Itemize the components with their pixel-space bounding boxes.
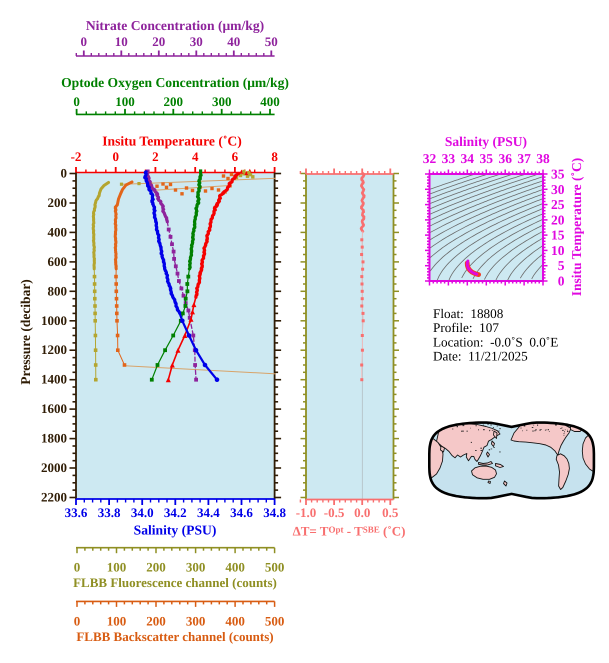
svg-text:34.8: 34.8 <box>263 505 286 520</box>
svg-text:400: 400 <box>48 224 68 239</box>
svg-text:0.0: 0.0 <box>354 505 370 520</box>
svg-text:10: 10 <box>115 34 128 49</box>
svg-text:-1.0: -1.0 <box>296 505 317 520</box>
svg-text:100: 100 <box>107 613 127 628</box>
svg-text:33.6: 33.6 <box>65 505 88 520</box>
svg-text:25: 25 <box>551 197 565 212</box>
svg-text:200: 200 <box>146 613 166 628</box>
svg-text:500: 500 <box>265 560 285 575</box>
svg-text:FLBB Backscatter channel (coun: FLBB Backscatter channel (counts) <box>76 629 273 644</box>
svg-text:5: 5 <box>558 258 565 273</box>
svg-text:200: 200 <box>164 94 184 109</box>
svg-text:20: 20 <box>551 212 565 227</box>
svg-text:400: 400 <box>225 613 245 628</box>
svg-text:1000: 1000 <box>41 313 67 328</box>
svg-text:37: 37 <box>517 151 531 166</box>
svg-text:2: 2 <box>152 149 159 164</box>
svg-text:500: 500 <box>265 613 285 628</box>
svg-text:2000: 2000 <box>41 460 67 475</box>
svg-text:2200: 2200 <box>41 490 67 505</box>
svg-text:34.6: 34.6 <box>230 505 253 520</box>
svg-text:Salinity (PSU): Salinity (PSU) <box>445 134 527 149</box>
svg-text:400: 400 <box>225 560 245 575</box>
svg-text:600: 600 <box>48 254 68 269</box>
svg-text:Salinity (PSU): Salinity (PSU) <box>134 523 217 538</box>
svg-text:Nitrate Concentration (μm/kg): Nitrate Concentration (μm/kg) <box>86 18 264 33</box>
svg-text:6: 6 <box>232 149 239 164</box>
svg-text:40: 40 <box>227 34 240 49</box>
svg-text:0: 0 <box>112 149 119 164</box>
svg-text:1600: 1600 <box>41 401 67 416</box>
svg-text:30: 30 <box>551 182 565 197</box>
svg-text:0: 0 <box>73 94 80 109</box>
svg-text:100: 100 <box>107 560 127 575</box>
svg-text:35: 35 <box>551 167 565 182</box>
svg-text:400: 400 <box>260 94 280 109</box>
svg-text:50: 50 <box>265 34 278 49</box>
svg-text:10: 10 <box>551 243 565 258</box>
svg-text:-2: -2 <box>71 149 82 164</box>
svg-text:35: 35 <box>480 151 494 166</box>
svg-text:200: 200 <box>48 195 68 210</box>
svg-text:38: 38 <box>536 151 550 166</box>
svg-text:Pressure (decibar): Pressure (decibar) <box>18 279 33 385</box>
svg-text:20: 20 <box>152 34 165 49</box>
svg-text:300: 300 <box>186 613 206 628</box>
svg-text:1400: 1400 <box>41 372 67 387</box>
svg-text:34.2: 34.2 <box>164 505 187 520</box>
svg-text:36: 36 <box>498 151 512 166</box>
svg-text:32: 32 <box>423 151 437 166</box>
svg-text:1200: 1200 <box>41 342 67 357</box>
svg-text:800: 800 <box>48 283 68 298</box>
svg-text:15: 15 <box>551 228 565 243</box>
svg-text:0: 0 <box>81 34 88 49</box>
svg-text:Insitu Temperature (˚C): Insitu Temperature (˚C) <box>569 158 584 297</box>
svg-text:ΔT= TOpt - TSBE (˚C): ΔT= TOpt - TSBE (˚C) <box>293 524 406 539</box>
svg-text:100: 100 <box>115 94 135 109</box>
svg-text:Insitu Temperature (˚C): Insitu Temperature (˚C) <box>102 134 241 149</box>
svg-text:Optode Oxygen Concentration (μ: Optode Oxygen Concentration (μm/kg) <box>61 75 289 90</box>
svg-text:0: 0 <box>558 274 565 289</box>
svg-text:300: 300 <box>212 94 232 109</box>
svg-text:Location: -0.0˚S 0.0˚E: Location: -0.0˚S 0.0˚E <box>433 334 558 349</box>
svg-text:34.4: 34.4 <box>197 505 220 520</box>
svg-text:34.0: 34.0 <box>131 505 154 520</box>
svg-text:300: 300 <box>186 560 206 575</box>
svg-text:8: 8 <box>271 149 278 164</box>
svg-text:-0.5: -0.5 <box>324 505 345 520</box>
svg-text:4: 4 <box>192 149 199 164</box>
svg-text:33: 33 <box>442 151 456 166</box>
svg-text:FLBB Fluorescence channel (cou: FLBB Fluorescence channel (counts) <box>73 575 277 590</box>
svg-text:30: 30 <box>190 34 203 49</box>
svg-text:34: 34 <box>461 151 475 166</box>
svg-text:0: 0 <box>74 560 81 575</box>
svg-text:200: 200 <box>146 560 166 575</box>
svg-text:0: 0 <box>74 613 81 628</box>
svg-text:Profile: 107: Profile: 107 <box>433 320 499 335</box>
svg-text:0.5: 0.5 <box>382 505 399 520</box>
svg-text:Date: 11/21/2025: Date: 11/21/2025 <box>433 349 528 364</box>
svg-text:1800: 1800 <box>41 431 67 446</box>
svg-text:Float: 18808: Float: 18808 <box>433 306 504 321</box>
svg-text:0: 0 <box>61 166 68 181</box>
svg-text:33.8: 33.8 <box>98 505 121 520</box>
